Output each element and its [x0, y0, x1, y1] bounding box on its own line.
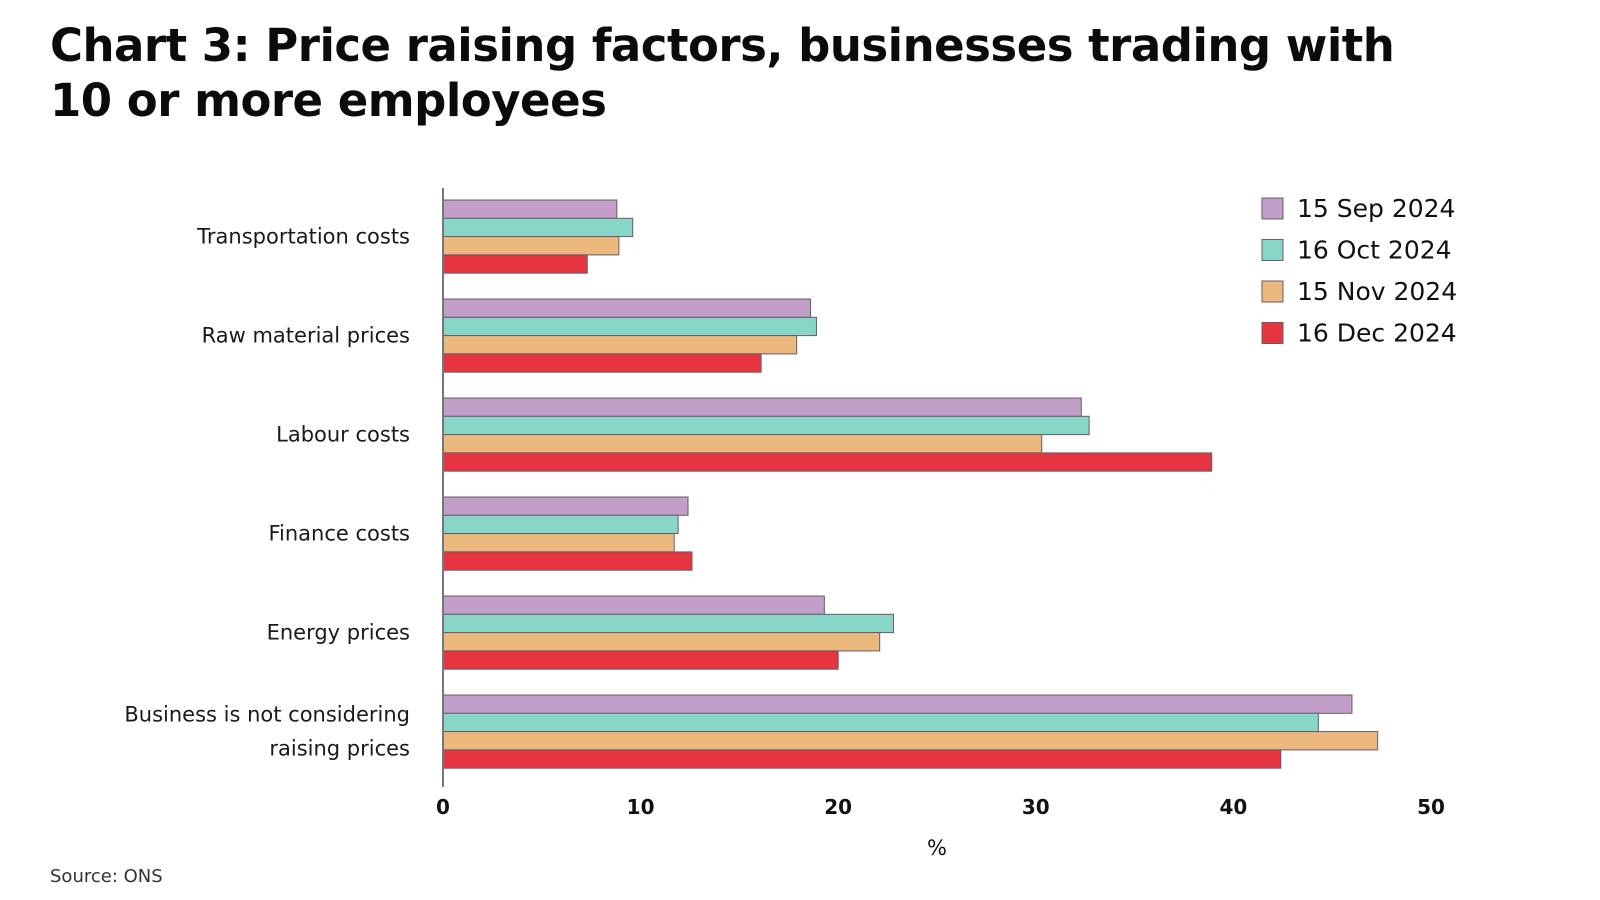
bar-1-3 — [442, 353, 762, 373]
legend-swatch — [1261, 322, 1284, 344]
bar-4-2 — [442, 632, 881, 652]
bar-3-1 — [442, 514, 679, 535]
x-tick-label: 20 — [824, 795, 852, 819]
x-tick-label: 10 — [627, 795, 655, 819]
x-axis-title: % — [927, 836, 947, 860]
category-label: Business is not considering — [124, 703, 410, 727]
bar-0-0 — [442, 199, 618, 219]
bar-1-0 — [442, 298, 812, 318]
category-label: Energy prices — [267, 621, 410, 645]
bar-2-0 — [442, 397, 1082, 417]
source-note: Source: ONS — [50, 866, 163, 887]
bar-2-2 — [442, 434, 1043, 454]
bar-3-3 — [442, 551, 693, 571]
bar-5-3 — [442, 749, 1282, 769]
bar-3-0 — [442, 496, 689, 516]
legend: 15 Sep 2024 16 Oct 2024 15 Nov 2024 16 Dec … — [1261, 194, 1457, 348]
x-axis-ticks: 0 10 20 30 40 50 — [436, 795, 1445, 819]
bar-2-3 — [442, 452, 1213, 472]
category-label: Finance costs — [268, 522, 410, 546]
legend-label: 15 Nov 2024 — [1297, 277, 1457, 306]
bar-5-1 — [442, 712, 1319, 733]
bar-4-3 — [442, 650, 839, 670]
bar-5-2 — [442, 731, 1379, 751]
category-label: Transportation costs — [196, 225, 410, 249]
bar-4-1 — [442, 613, 895, 634]
bar-3-2 — [442, 533, 675, 553]
chart-title-line-1: Chart 3: Price raising factors, business… — [50, 19, 1395, 72]
chart-title-line-2: 10 or more employees — [50, 74, 607, 127]
bar-0-1 — [442, 217, 634, 238]
category-label: Raw material prices — [202, 324, 410, 348]
bar-5-0 — [442, 694, 1353, 714]
chart-title: Chart 3: Price raising factors, business… — [50, 18, 1450, 128]
legend-swatch — [1261, 197, 1284, 220]
legend-label: 15 Sep 2024 — [1297, 194, 1455, 223]
x-tick-label: 50 — [1417, 795, 1445, 819]
legend-swatch — [1261, 239, 1284, 261]
bar-1-1 — [442, 316, 817, 337]
x-tick-label: 40 — [1219, 795, 1247, 819]
bar-1-2 — [442, 335, 798, 355]
category-label: raising prices — [269, 737, 410, 761]
category-label: Labour costs — [276, 423, 410, 447]
bar-0-2 — [442, 236, 620, 256]
legend-swatch — [1261, 280, 1284, 303]
x-tick-label: 0 — [436, 795, 450, 819]
bars-layer — [442, 199, 1379, 769]
category-labels: Transportation costs Raw material prices L… — [124, 225, 410, 761]
bar-4-0 — [442, 595, 825, 615]
legend-label: 16 Oct 2024 — [1297, 236, 1452, 265]
x-tick-label: 30 — [1022, 795, 1050, 819]
legend-label: 16 Dec 2024 — [1297, 319, 1457, 348]
bar-2-1 — [442, 415, 1090, 436]
bar-0-3 — [442, 254, 588, 274]
